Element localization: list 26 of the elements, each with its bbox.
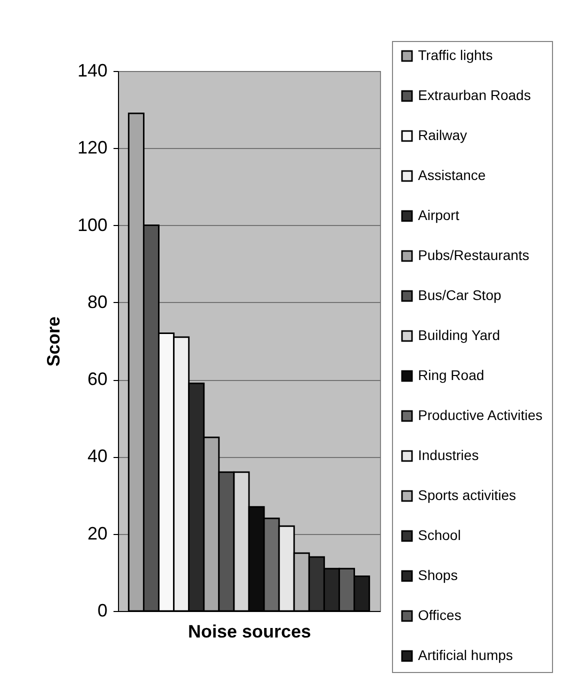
y-tick-label: 60 bbox=[87, 369, 108, 390]
legend-label: Artificial humps bbox=[418, 647, 513, 663]
y-tick-label: 120 bbox=[77, 138, 108, 158]
y-tick-label: 100 bbox=[77, 214, 108, 235]
y-tick-label: 80 bbox=[87, 292, 108, 312]
legend-label: Shops bbox=[418, 567, 458, 583]
legend-label: Railway bbox=[418, 127, 468, 143]
legend-label: Ring Road bbox=[418, 367, 484, 383]
legend-label: Industries bbox=[418, 447, 479, 463]
y-tick-label: 20 bbox=[87, 523, 108, 544]
legend-label: Productive Activities bbox=[418, 407, 542, 423]
legend-label: Pubs/Restaurants bbox=[418, 247, 530, 263]
legend-label: Traffic lights bbox=[418, 47, 493, 63]
legend-label: Building Yard bbox=[418, 327, 500, 343]
x-axis-title: Noise sources bbox=[188, 622, 312, 642]
legend-label: Extraurban Roads bbox=[418, 87, 531, 103]
legend-label: Airport bbox=[418, 207, 460, 223]
y-axis-title: Score bbox=[43, 316, 64, 367]
y-tick-label: 0 bbox=[97, 600, 108, 620]
legend-label: Offices bbox=[418, 607, 462, 623]
legend-label: Sports activities bbox=[418, 487, 516, 503]
legend-label: Assistance bbox=[418, 167, 486, 183]
legend-label: Bus/Car Stop bbox=[418, 287, 502, 303]
y-tick-label: 140 bbox=[77, 60, 108, 80]
legend-label: School bbox=[418, 527, 461, 543]
y-tick-label: 40 bbox=[87, 446, 108, 466]
